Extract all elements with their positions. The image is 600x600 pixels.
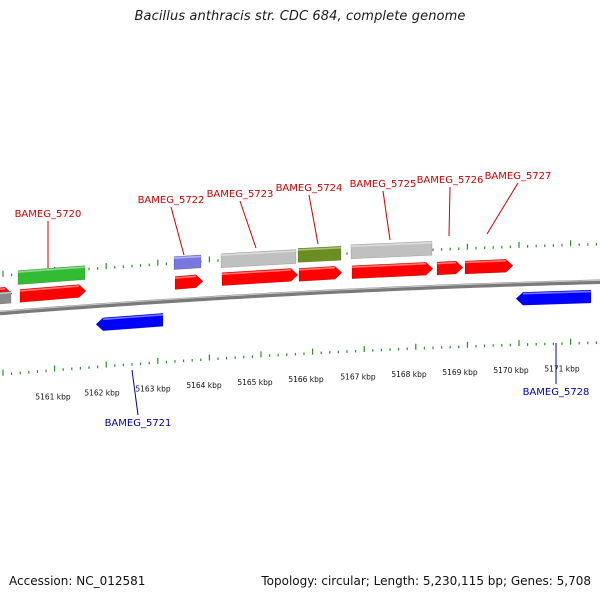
rrna-feature-box-body [17,265,86,285]
gene-label-plus: BAMEG_5727 [485,171,552,182]
plus-feature-box [173,254,202,270]
gene-leader-line [486,182,519,235]
plus-cds-arrow-sheen [436,261,457,265]
scale-label: 5163 kbp [135,385,171,394]
plus-feature-box-body [297,245,342,263]
plus-feature-box-sheen [220,250,297,256]
gene-leader-line [170,206,185,256]
plus-feature-box [297,245,342,263]
feature-group [0,240,592,332]
plus-cds-arrow-sheen [221,269,292,275]
plus-feature-box-sheen [0,291,12,295]
map-title: Bacillus anthracis str. CDC 684, complet… [134,9,466,24]
label-group: 5161 kbp 5162 kbp 5163 kbp 5164 kbp 5165 kbp… [15,171,590,429]
plus-feature-box-body [220,249,297,268]
plus-feature-box-sheen [297,246,342,251]
plus-cds-arrow-sheen [0,287,6,290]
plus-cds-arrow-body [351,261,434,279]
gene-label-plus: BAMEG_5723 [207,189,274,200]
scale-label: 5169 kbp [442,368,478,377]
backbone-group [0,279,600,316]
gene-label-plus: BAMEG_5725 [350,179,417,190]
plus-cds-arrow [298,265,343,282]
plus-feature-box-sheen [350,241,433,248]
plus-cds-arrow [351,261,434,279]
scale-label: 5168 kbp [391,370,427,379]
gene-leader-line [448,186,451,237]
gene-leader-line [308,194,319,245]
plus-cds-arrow [221,268,299,286]
minus-cds-arrow-body [95,313,164,332]
plus-cds-arrow [464,259,514,275]
plus-cds-arrow [436,260,464,276]
plus-cds-arrow-sheen [19,285,80,292]
scale-label: 5161 kbp [35,392,71,401]
plus-cds-arrow [19,284,87,303]
plus-cds-arrow-body [298,265,343,282]
scale-label: 5167 kbp [340,372,376,381]
minus-cds-arrow [95,313,164,332]
minus-cds-arrow-sheen [102,313,164,321]
plus-feature-box-body [173,254,202,270]
backbone-line [0,279,600,316]
plus-cds-arrow-sheen [351,262,427,269]
genome-summary: Topology: circular; Length: 5,230,115 bp… [261,574,591,588]
gene-leader-line [382,190,391,241]
gene-label-plus: BAMEG_5726 [417,175,484,186]
tick-group [2,240,598,376]
gene-leader-line [131,369,139,416]
gene-leader-line [239,200,257,249]
accession-label: Accession: NC_012581 [9,574,146,588]
scale-label: 5166 kbp [288,375,324,384]
scale-label: 5170 kbp [493,366,529,375]
gene-label-minus: BAMEG_5728 [523,387,590,398]
minus-cds-arrow-body [515,289,592,306]
plus-feature-box-body [0,290,12,305]
plus-cds-arrow-body [174,274,204,290]
plus-cds-arrow-sheen [174,275,197,279]
minus-cds-arrow-sheen [522,290,592,295]
plus-cds-arrow-body [464,259,514,275]
scale-label: 5162 kbp [84,388,120,397]
backbone-highlight [0,279,600,313]
rrna-feature-box [17,265,86,285]
plus-cds-arrow-sheen [298,266,336,271]
plus-feature-box-body [350,240,433,260]
plus-cds-arrow [174,274,204,290]
plus-feature-box [0,290,12,305]
plus-cds-arrow-sheen [464,259,507,264]
plus-feature-box [350,240,433,260]
plus-feature-box-sheen [173,255,202,259]
rrna-feature-box-sheen [17,266,86,273]
plus-cds-arrow-body [221,268,299,286]
gene-label-plus: BAMEG_5724 [276,183,343,194]
plus-cds-arrow-body [19,284,87,303]
gene-label-plus: BAMEG_5722 [138,195,205,206]
gene-label-plus: BAMEG_5720 [15,209,82,220]
scale-label: 5171 kbp [544,364,580,373]
minus-cds-arrow [515,289,592,306]
scale-label: 5164 kbp [186,381,222,390]
plus-cds-arrow-body [436,260,464,276]
scale-label: 5165 kbp [237,378,273,387]
plus-feature-box [220,249,297,268]
gene-label-minus: BAMEG_5721 [105,418,172,429]
